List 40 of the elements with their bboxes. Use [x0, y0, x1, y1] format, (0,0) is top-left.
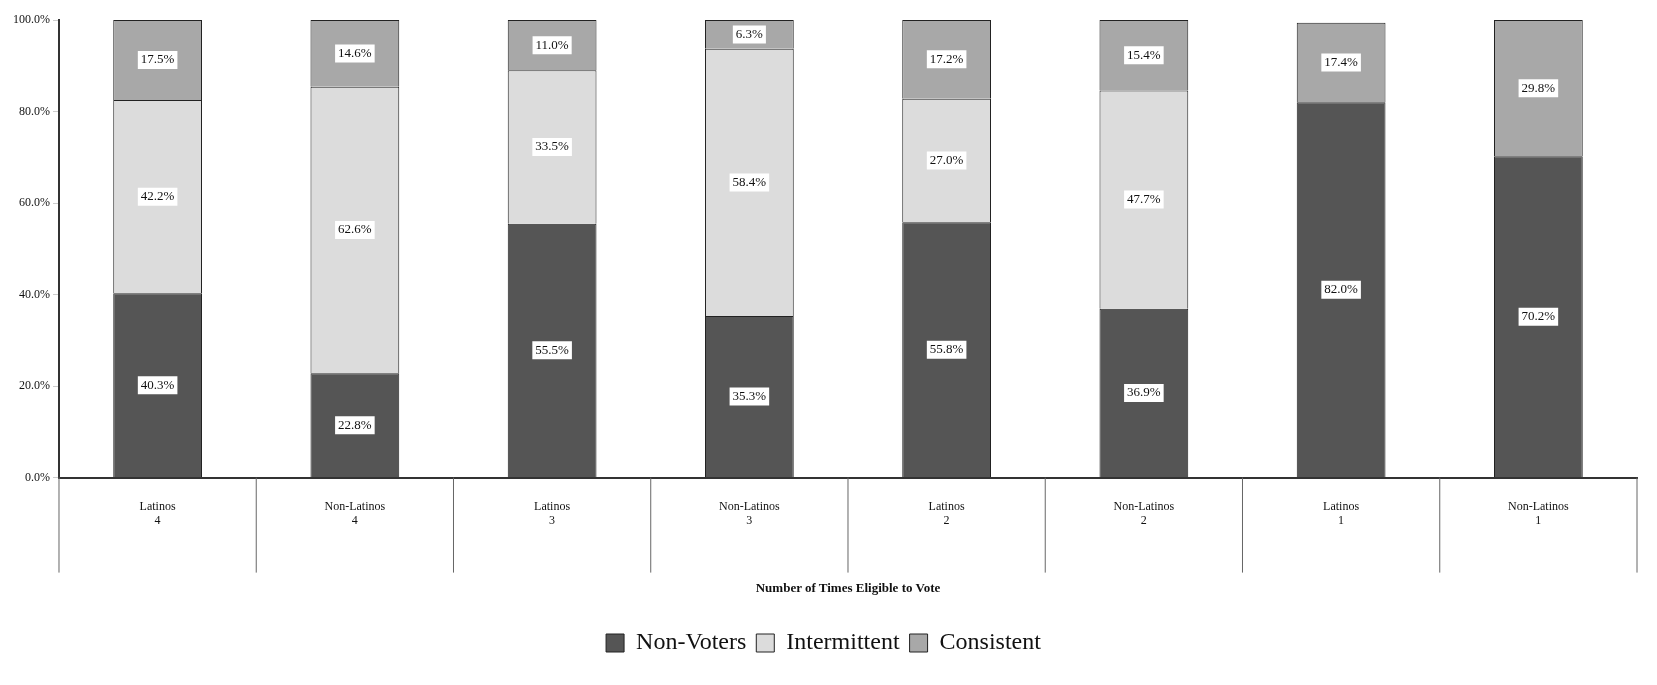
data-label: 70.2% — [1521, 308, 1556, 324]
data-label: 58.4% — [732, 173, 767, 189]
data-label: 22.8% — [338, 416, 372, 432]
x-tick-label: Non-Latinos 3 — [719, 498, 781, 528]
x-tick-label: Non-Latinos 4 — [324, 498, 386, 528]
data-label: 40.3% — [140, 376, 175, 392]
data-label: 6.3% — [735, 25, 764, 41]
data-label: 82.0% — [1324, 281, 1359, 297]
data-label: 27.0% — [929, 151, 964, 167]
legend-label: Intermittent — [786, 628, 900, 655]
data-label: 55.8% — [929, 341, 964, 357]
x-axis-title: Number of Times Eligible to Vote — [755, 579, 941, 595]
data-label: 36.9% — [1127, 384, 1161, 400]
data-label: 17.2% — [929, 50, 964, 66]
y-tick-label: 0.0% — [25, 469, 50, 484]
data-label: 14.6% — [338, 44, 372, 60]
data-label: 17.4% — [1324, 53, 1359, 69]
data-label: 42.2% — [140, 188, 175, 204]
data-label: 35.3% — [732, 388, 767, 404]
x-tick-label: Latinos 1 — [1323, 498, 1360, 528]
x-tick-label: Latinos 2 — [928, 498, 965, 528]
data-label: 17.5% — [140, 51, 175, 67]
y-tick-label: 40.0% — [19, 286, 50, 301]
y-tick-label: 20.0% — [19, 378, 50, 393]
y-tick-label: 100.0% — [13, 12, 50, 27]
legend-label: Consistent — [939, 628, 1042, 655]
data-label: 62.6% — [338, 221, 372, 237]
y-tick-label: 60.0% — [19, 195, 50, 210]
data-label: 55.5% — [535, 341, 570, 357]
data-label: 15.4% — [1127, 46, 1161, 62]
x-tick-label: Latinos 4 — [139, 498, 176, 528]
data-label: 11.0% — [535, 36, 569, 52]
x-tick-label: Non-Latinos 1 — [1508, 498, 1570, 528]
legend-label: Non-Voters — [636, 628, 747, 655]
x-tick-label: Latinos 3 — [534, 498, 571, 528]
data-label: 33.5% — [535, 138, 570, 154]
data-label: 29.8% — [1521, 79, 1556, 95]
data-label: 47.7% — [1127, 191, 1161, 207]
x-tick-label: Non-Latinos 2 — [1113, 498, 1175, 528]
y-tick-label: 80.0% — [19, 103, 50, 118]
